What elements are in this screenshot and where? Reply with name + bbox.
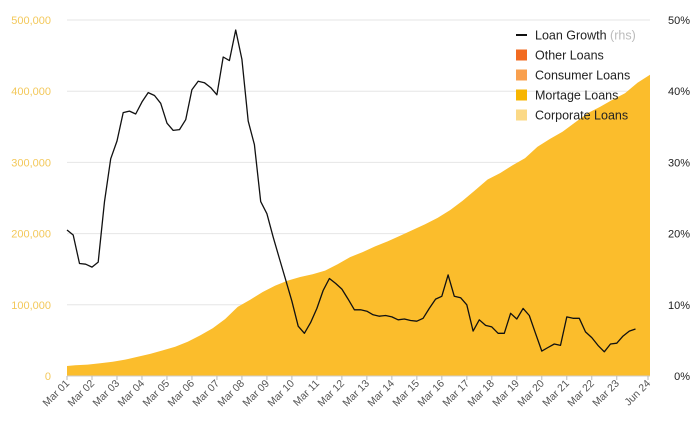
y-tick-right-label: 30% <box>668 157 690 169</box>
legend-swatch <box>516 69 527 81</box>
x-tick-label: Mar 22 <box>565 378 597 410</box>
legend-label: Loan Growth (rhs) <box>535 29 636 43</box>
x-tick-label: Mar 15 <box>390 378 422 410</box>
x-tick-label: Mar 21 <box>540 378 572 410</box>
x-tick-label: Mar 12 <box>315 378 347 410</box>
legend-swatch <box>516 49 527 61</box>
x-tick-label: Mar 20 <box>515 378 547 410</box>
x-tick-label: Mar 07 <box>190 378 222 410</box>
y-tick-right-label: 20% <box>668 229 690 241</box>
legend: Loan Growth (rhs) Other Loans Consumer Loa… <box>516 29 636 123</box>
y-tick-left-label: 300,000 <box>11 157 51 169</box>
x-tick-label: Mar 13 <box>340 378 372 410</box>
y-tick-right-label: 40% <box>668 86 690 98</box>
x-tick-label: Mar 18 <box>465 378 497 410</box>
x-tick-label: Mar 09 <box>240 378 272 410</box>
legend-swatch <box>516 89 527 101</box>
x-tick-label: Mar 02 <box>66 378 98 410</box>
x-tick-label: Mar 17 <box>440 378 472 410</box>
legend-label: Mortage Loans <box>535 89 618 103</box>
y-tick-left-label: 200,000 <box>11 229 51 241</box>
x-tick-label: Mar 10 <box>265 378 297 410</box>
y-tick-right-label: 50% <box>668 15 690 27</box>
y-tick-left-label: 400,000 <box>11 86 51 98</box>
x-tick-label: Mar 14 <box>365 378 397 410</box>
y-tick-left-label: 0 <box>45 371 51 383</box>
y-tick-right-label: 10% <box>668 300 690 312</box>
y-tick-right-label: 0% <box>674 371 690 383</box>
legend-label: Consumer Loans <box>535 69 630 83</box>
loans-area <box>67 74 650 377</box>
legend-swatch <box>516 109 527 121</box>
x-tick-label: Mar 03 <box>91 378 123 410</box>
loan-growth-line <box>66 29 636 353</box>
line-layer <box>66 29 636 353</box>
x-tick-label: Mar 04 <box>115 378 147 410</box>
x-tick-label: Mar 16 <box>415 378 447 410</box>
legend-suffix: (rhs) <box>607 29 636 43</box>
x-tick-label: Mar 23 <box>590 378 622 410</box>
x-tick-label: Mar 19 <box>490 378 522 410</box>
y-tick-left-label: 500,000 <box>11 15 51 27</box>
x-tick-label: Mar 06 <box>165 378 197 410</box>
x-tick-label: Mar 05 <box>140 378 172 410</box>
legend-label: Corporate Loans <box>535 109 628 123</box>
area-layer <box>67 74 650 377</box>
y-tick-left-label: 100,000 <box>11 300 51 312</box>
legend-label: Other Loans <box>535 49 604 63</box>
x-tick-label: Jun 24 <box>622 378 653 409</box>
x-tick-label: Mar 08 <box>215 378 247 410</box>
